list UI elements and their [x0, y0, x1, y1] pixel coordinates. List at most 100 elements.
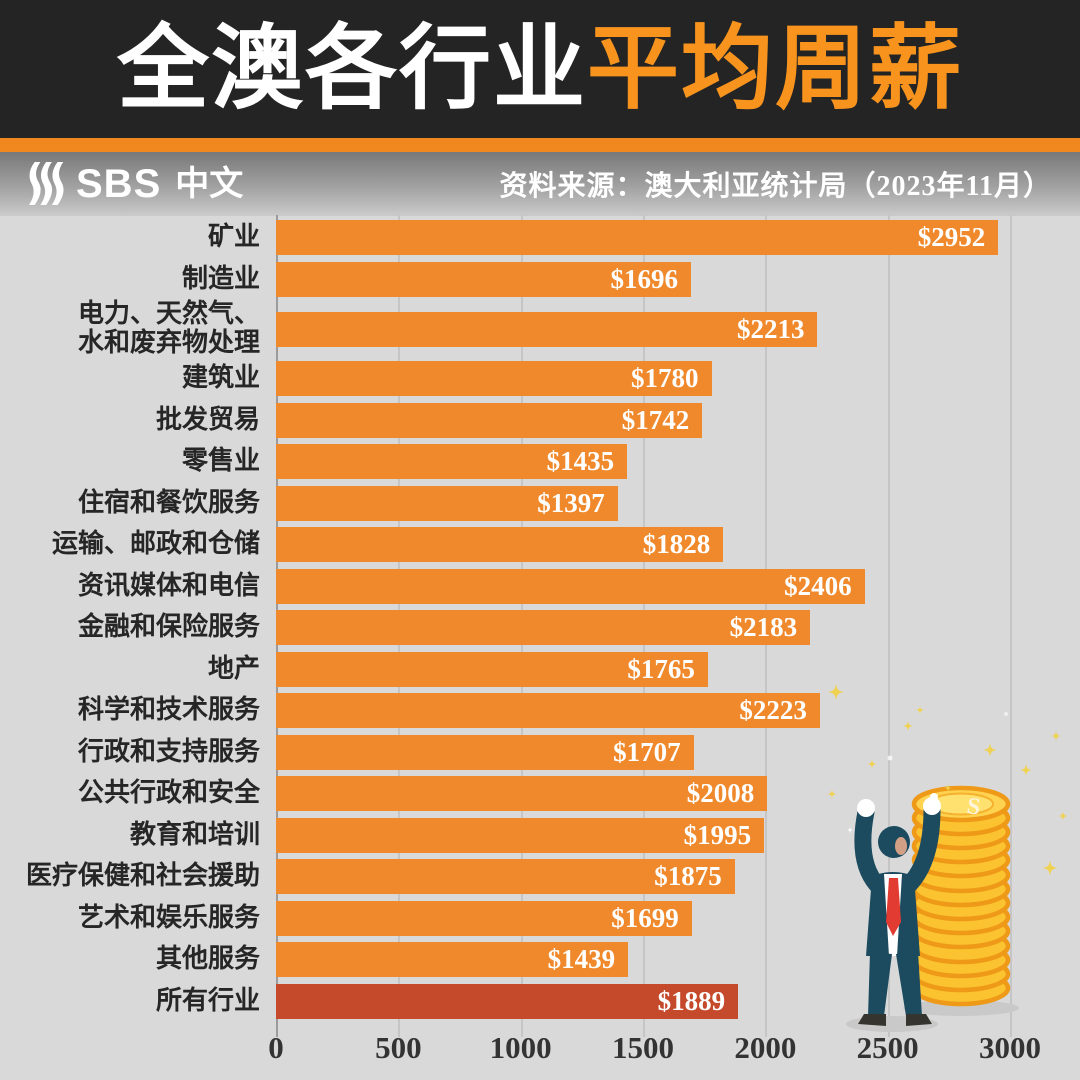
gridline — [1010, 215, 1012, 1037]
bar-track: $2406 — [276, 568, 1010, 604]
bar: $1765 — [276, 651, 708, 687]
bar-value-label: $1828 — [642, 529, 711, 560]
bar-track: $1439 — [276, 942, 1010, 978]
bar: $1439 — [276, 942, 629, 978]
bar-track: $1397 — [276, 485, 1010, 521]
bar: $1742 — [276, 402, 703, 438]
bar-track: $2952 — [276, 220, 1010, 256]
celebration-illustration: S — [827, 683, 1068, 1032]
bar-value-label: $2008 — [686, 778, 755, 809]
row-label: 科学和技术服务 — [77, 695, 260, 725]
row-label: 教育和培训 — [129, 819, 260, 849]
x-tick-label: 1000 — [489, 1030, 552, 1065]
gridline — [887, 215, 890, 1037]
page-title-main: 全澳各行业 — [116, 18, 587, 120]
sparkles — [827, 683, 1068, 876]
row-label: 住宿和餐饮服务 — [77, 487, 260, 517]
row-label: 医疗保健和社会援助 — [25, 861, 260, 891]
row-label: 运输、邮政和仓储 — [51, 529, 260, 559]
bar-track: $1995 — [276, 817, 1010, 853]
x-tick-label: 500 — [375, 1030, 422, 1065]
bar-value-label: $1696 — [610, 263, 678, 294]
chart-row: 零售业 $1435 — [0, 441, 1010, 483]
bar-value-label: $2223 — [739, 695, 807, 726]
bar-track: $1707 — [276, 734, 1010, 770]
bar-track: $2223 — [276, 693, 1010, 729]
bar: $1828 — [276, 527, 724, 563]
bar: $2183 — [276, 610, 811, 646]
x-tick-label: 0 — [268, 1030, 284, 1065]
left-shoe — [858, 1014, 886, 1026]
bar: $2223 — [276, 693, 820, 729]
left-hand — [857, 799, 875, 817]
chart-row: 科学和技术服务 $2223 — [0, 690, 1010, 732]
bar-value-label: $1875 — [654, 861, 722, 892]
bar: $2406 — [276, 568, 865, 604]
chart-row: 电力、天然气、 水和废弃物处理 $2213 — [0, 300, 1010, 358]
coin-symbol: S — [965, 793, 982, 821]
bar: $1699 — [276, 900, 692, 936]
face — [895, 837, 907, 855]
bar-value-label: $1707 — [613, 736, 681, 767]
businessman — [854, 797, 941, 1026]
bar: $1696 — [276, 261, 691, 297]
chart-row: 行政和支持服务 $1707 — [0, 732, 1010, 774]
right-leg — [896, 952, 922, 1016]
bar-value-label: $1995 — [683, 819, 752, 850]
bar-track: $1742 — [276, 402, 1010, 438]
x-tick-label: 3000 — [979, 1030, 1041, 1065]
row-label: 矿业 — [207, 222, 260, 252]
left-leg — [868, 952, 892, 1016]
chart-row: 矿业 $2952 — [0, 217, 1010, 259]
bar-track: $1696 — [276, 261, 1010, 297]
bar-value-label: $1889 — [657, 985, 726, 1016]
row-label: 公共行政和安全 — [77, 778, 260, 808]
row-label: 制造业 — [181, 263, 260, 293]
row-label: 电力、天然气、 水和废弃物处理 — [77, 299, 260, 357]
bar: $1875 — [276, 859, 735, 895]
chart-row: 医疗保健和社会援助 $1875 — [0, 856, 1010, 898]
chart-row: 公共行政和安全 $2008 — [0, 773, 1010, 815]
page-title: 全澳各行业平均周薪 — [117, 23, 963, 115]
bar: $2213 — [276, 311, 818, 347]
chart-row: 教育和培训 $1995 — [0, 815, 1010, 857]
bar-track: $1780 — [276, 361, 1010, 397]
row-label: 零售业 — [181, 446, 260, 476]
chart-row: 金融和保险服务 $2183 — [0, 607, 1010, 649]
tie — [886, 878, 901, 936]
bar-track: $1435 — [276, 444, 1010, 480]
chart-row: 制造业 $1696 — [0, 259, 1010, 301]
chart-row: 住宿和餐饮服务 $1397 — [0, 483, 1010, 525]
row-label: 金融和保险服务 — [77, 612, 260, 642]
bar-track: $1828 — [276, 527, 1010, 563]
right-shoe — [906, 1014, 932, 1026]
bar: $1995 — [276, 817, 765, 853]
bar-chart: 矿业 $2952 制造业 $1696 电力、天然气、 水和废弃物处理 $2213 建筑业 $1… — [0, 215, 1080, 1080]
bar: $1780 — [276, 361, 712, 397]
chart-row: 批发贸易 $1742 — [0, 400, 1010, 442]
bar-track: $1699 — [276, 900, 1010, 936]
chart-row: 所有行业 $1889 — [0, 981, 1010, 1023]
chart-row: 运输、邮政和仓储 $1828 — [0, 524, 1010, 566]
chart-row: 建筑业 $1780 — [0, 358, 1010, 400]
x-tick-label: 1500 — [612, 1030, 674, 1065]
chart-row: 地产 $1765 — [0, 649, 1010, 691]
bar-value-label: $2952 — [917, 222, 986, 253]
accent-stripe — [0, 138, 1080, 152]
sbs-logo-cn: 中文 — [175, 165, 244, 203]
bar-value-label: $2213 — [736, 313, 805, 344]
row-label: 行政和支持服务 — [77, 736, 260, 766]
bar: $2952 — [276, 220, 999, 256]
sbs-logo-icon — [28, 162, 64, 205]
chart-row: 资讯媒体和电信 $2406 — [0, 566, 1010, 608]
row-label: 建筑业 — [181, 363, 260, 393]
bar-track: $2008 — [276, 776, 1010, 812]
bar-value-label: $1699 — [611, 902, 679, 933]
row-label: 批发贸易 — [155, 404, 260, 434]
bar-value-label: $1435 — [546, 446, 615, 477]
bar-value-label: $1397 — [537, 487, 605, 518]
bar: $1889 — [276, 983, 739, 1019]
bar-track: $2183 — [276, 610, 1010, 646]
page-title-highlight: 平均周薪 — [587, 18, 964, 120]
